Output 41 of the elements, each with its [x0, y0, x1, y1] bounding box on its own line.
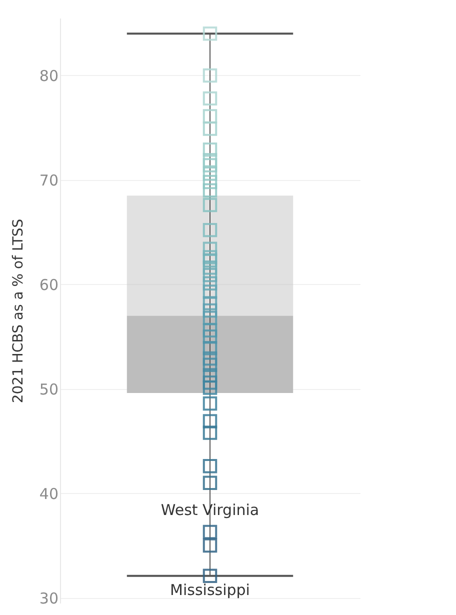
point [202, 296, 218, 310]
point [202, 329, 218, 344]
point [202, 158, 218, 172]
point [202, 222, 218, 238]
y-axis-title: 2021 HCBS as a % of LTSS [10, 218, 26, 404]
point [202, 414, 218, 428]
point [202, 476, 218, 490]
y-tick-label: 40 [39, 484, 58, 503]
point [202, 303, 218, 318]
point [202, 459, 218, 474]
point [202, 242, 218, 256]
point [202, 91, 218, 106]
y-tick-label: 80 [39, 66, 58, 85]
point [202, 253, 218, 268]
point [202, 538, 218, 553]
y-tick-label: 30 [39, 589, 58, 608]
point [202, 276, 218, 290]
y-tick-label: 70 [39, 171, 58, 190]
point [202, 260, 218, 275]
point [202, 198, 218, 212]
point [202, 351, 218, 366]
point [202, 142, 218, 157]
point [202, 426, 218, 440]
point [202, 284, 218, 299]
point [202, 340, 218, 356]
annotation: Mississippi [170, 580, 250, 599]
point [202, 358, 218, 372]
y-tick-label: 60 [39, 276, 58, 294]
point [202, 524, 218, 540]
point [202, 183, 218, 198]
point [202, 396, 218, 411]
point [202, 122, 218, 136]
point [202, 568, 218, 583]
point [202, 166, 218, 181]
point [202, 26, 218, 41]
point [202, 268, 218, 282]
point [202, 68, 218, 83]
y-tick-label: 50 [39, 380, 58, 398]
point [202, 380, 218, 395]
point [202, 174, 218, 190]
point [202, 323, 218, 338]
